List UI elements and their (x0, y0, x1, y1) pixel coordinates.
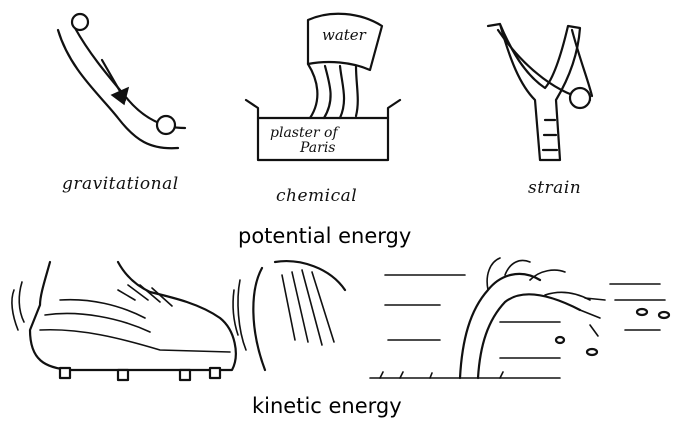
boot-stripe-1 (44, 312, 151, 333)
water-stream-2 (322, 64, 332, 120)
tray-text-line1: plaster of (270, 125, 340, 141)
potential-energy-heading: potential energy (238, 224, 412, 248)
ball-bottom-icon (155, 114, 177, 136)
boot-motion-lines (11, 281, 25, 331)
ball-outline (252, 260, 347, 372)
leaf-icon (554, 335, 566, 345)
kinetic-energy-heading: kinetic energy (252, 394, 402, 418)
tray-text-line2: Paris (299, 140, 336, 156)
water-stream-1 (306, 62, 319, 120)
gravitational-label: gravitational (62, 174, 179, 194)
water-stream-4 (354, 64, 359, 118)
slingshot-band-right (570, 28, 594, 98)
tree-branches (486, 257, 591, 301)
boot-stud-2 (116, 368, 130, 382)
leaf-icon (657, 310, 671, 320)
boot-illustration (11, 260, 347, 382)
wind-lines (384, 274, 666, 359)
slope-line-upper (56, 28, 180, 150)
chemical-label: chemical (276, 186, 358, 206)
water-stream-3 (338, 64, 346, 120)
ball-top-icon (70, 12, 90, 32)
boot-stripe-2 (59, 298, 146, 319)
strain-illustration (486, 22, 594, 162)
gravitational-illustration (56, 12, 187, 150)
tree-trunk (458, 272, 582, 380)
boot-outline (28, 260, 237, 372)
arrow-down-icon (110, 86, 130, 106)
tray (244, 98, 402, 162)
water-container (306, 12, 384, 72)
handle-grip (541, 118, 559, 152)
leaf-icon (635, 307, 649, 317)
wind-tree-illustration (369, 257, 671, 380)
grass-tufts (379, 371, 504, 379)
container-text: water (322, 26, 367, 44)
tree-twigs (579, 297, 606, 337)
slope-line-lower (73, 26, 187, 130)
boot-stud-1 (58, 366, 72, 380)
ball-motion-lines (232, 279, 247, 351)
boot-sole-line (39, 328, 231, 353)
strain-label: strain (528, 178, 582, 198)
chemical-illustration: water plaster of Paris (244, 12, 402, 162)
pouch-icon (568, 86, 592, 110)
slingshot-frame (486, 22, 582, 162)
boot-laces (117, 284, 173, 307)
boot-stud-3 (178, 368, 192, 382)
boot-stud-4 (208, 366, 222, 380)
ball-panels (281, 269, 335, 346)
leaf-icon (585, 347, 599, 357)
